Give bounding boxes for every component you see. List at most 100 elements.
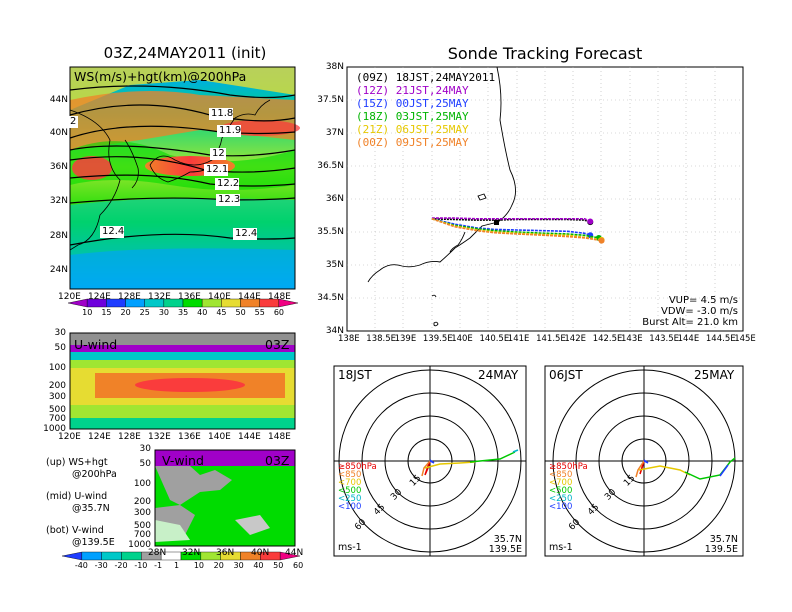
contour-label: 12	[212, 148, 225, 159]
colorbar-swatch	[279, 551, 301, 561]
v-wind-field	[155, 450, 295, 546]
lon-tick: 139E	[394, 334, 417, 344]
lon-tick: 144E	[238, 432, 261, 442]
track-legend-entry: (00Z) 09JST,25MAY	[356, 136, 495, 149]
left-map-lon-ticks: 120E 124E 128E 132E 136E 140E 144E 148E	[58, 292, 308, 304]
left-map-frame	[69, 66, 296, 290]
pressure-tick: 100	[48, 363, 66, 373]
pressure-tick: 200	[133, 497, 151, 507]
colorbar-tick: 15	[101, 308, 112, 317]
lat-tick: 34N	[325, 326, 344, 336]
lat-tick: 44N	[285, 548, 304, 558]
colorbar-tick: 60	[273, 308, 285, 317]
polar-left-coords: 35.7N 139.5E	[488, 534, 522, 555]
lon-tick: 143.5E	[649, 334, 680, 344]
u-wind-field	[70, 333, 295, 429]
lon-tick: 132E	[148, 292, 171, 302]
legend-text: 06JST,25MAY	[395, 123, 469, 136]
track-series-line	[431, 218, 602, 242]
u-wind-label: U-wind	[74, 337, 118, 352]
pressure-level-label: <850	[549, 470, 573, 480]
legend-code: (21Z)	[356, 123, 396, 136]
pressure-tick: 100	[133, 479, 151, 489]
lat-tick: 35N	[325, 260, 344, 270]
polar-left-unit: ms-1	[338, 542, 362, 553]
lat-tick: 40N	[49, 128, 68, 138]
lat-tick: 37N	[325, 128, 344, 138]
track-title: Sonde Tracking Forecast	[447, 44, 643, 63]
lon-tick: 140E	[208, 292, 231, 302]
lon-tick: 143E	[621, 334, 643, 344]
colorbar-swatch	[81, 551, 102, 561]
pressure-tick: 700	[133, 530, 151, 540]
colorbar-tick: 45	[216, 308, 227, 317]
colorbar-tick: 40	[253, 561, 264, 570]
colorbar-tick: -40	[74, 561, 88, 570]
lon-tick: 128E	[118, 432, 141, 442]
track-coastline	[367, 66, 516, 327]
lon-tick: 136E	[178, 292, 201, 302]
contour-label: 12.2	[217, 178, 240, 189]
legend-code: (12Z)	[356, 84, 396, 97]
track-end-point	[598, 237, 605, 244]
colorbar-tick: 50	[273, 561, 284, 570]
pressure-level-label: <850	[338, 470, 362, 480]
contour-label: 11.8	[211, 108, 234, 119]
ws-map-field	[70, 67, 300, 289]
pressure-level-label: ≥850hPa	[338, 462, 377, 472]
u-wind-x-ticks: 120E 124E 128E 132E 136E 140E 144E 148E	[58, 432, 308, 444]
polar-left-time: 18JST	[338, 368, 372, 382]
launch-site-marker	[494, 220, 499, 225]
lat-tick: 35.5N	[317, 227, 344, 237]
track-map	[346, 66, 744, 332]
colorbar-tick: 10	[82, 308, 93, 317]
lon-tick: 140E	[451, 334, 473, 344]
pressure-tick: 500	[133, 521, 151, 531]
lat-tick: 36N	[49, 162, 68, 172]
legend-text: 00JST,25MAY	[395, 97, 469, 110]
pressure-tick: 1000	[43, 424, 66, 434]
left-map-label: WS(m/s)+hgt(km)@200hPa	[74, 69, 247, 84]
legend-text: 03JST,25MAY	[395, 110, 469, 123]
colorbar-tick: -20	[114, 561, 128, 570]
track-series-line	[431, 218, 599, 239]
colorbar-tick: -10	[134, 561, 148, 570]
lon-tick: 139.5E	[422, 334, 453, 344]
lon-tick: 145E	[734, 334, 756, 344]
lon-tick: 140.5E	[479, 334, 510, 344]
pressure-level-label: <700	[338, 478, 362, 488]
v-wind-frame	[154, 449, 296, 547]
contour-label-boxes	[68, 108, 257, 240]
lon-tick: 144E	[238, 292, 261, 302]
polar-left-levels: ≥850hPa <850 <700 <500 <250 <100	[338, 462, 377, 512]
pressure-tick: 200	[48, 381, 66, 391]
track-series-line	[431, 218, 591, 237]
polar-right-unit: ms-1	[549, 542, 573, 553]
track-legend: (09Z) 18JST,24MAY2011 (12Z) 21JST,24MAY (1…	[356, 71, 495, 149]
lat-tick: 36N	[216, 548, 235, 558]
sonde-tracks	[431, 217, 605, 244]
polar-right	[544, 365, 744, 557]
track-legend-entry: (15Z) 00JST,25MAY	[356, 97, 495, 110]
pressure-level-label: <500	[338, 486, 362, 496]
colorbar-tick: 40	[197, 308, 208, 317]
pressure-level-label: <500	[549, 486, 573, 496]
pressure-level-label: <100	[549, 502, 573, 512]
lon-tick: 141.5E	[536, 334, 566, 344]
lon-tick: 124E	[88, 432, 111, 442]
lat-tick: 32N	[182, 548, 201, 558]
v-wind-label: V-wind	[162, 453, 204, 468]
legend-code: (18Z)	[356, 110, 396, 123]
legend-code: (00Z)	[356, 136, 396, 149]
lat-tick: 38N	[325, 62, 344, 72]
lat-tick: 36N	[325, 194, 344, 204]
lat-tick: 40N	[251, 548, 270, 558]
pressure-tick: 50	[139, 459, 151, 469]
panel-legend-notes: (up) WS+hgt @200hPa (mid) U-wind @35.7N …	[46, 457, 117, 549]
pressure-tick: 30	[54, 328, 66, 338]
pressure-level-label: <700	[549, 478, 573, 488]
pressure-tick: 1000	[128, 540, 151, 550]
track-params: VUP= 4.5 m/s VDW= -3.0 m/s Burst Alt= 21…	[620, 295, 738, 328]
track-legend-entry: (18Z) 03JST,25MAY	[356, 110, 495, 123]
colorbar-tick: 50	[235, 308, 246, 317]
